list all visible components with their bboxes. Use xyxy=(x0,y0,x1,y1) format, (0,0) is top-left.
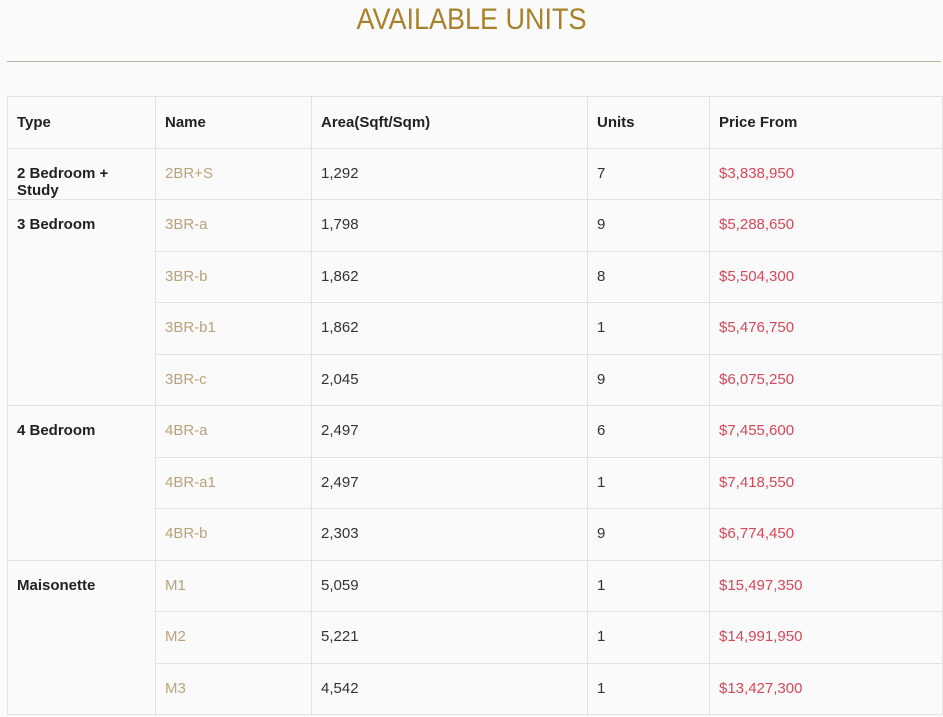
cell-area: 1,862 xyxy=(311,250,588,303)
table-row: 2 Bedroom + Study 2BR+S 1,292 7 $3,838,950 xyxy=(7,147,943,200)
table-row: 4 Bedroom 4BR-a 2,497 6 $7,455,600 xyxy=(7,405,943,561)
cell-name: 4BR-a xyxy=(155,405,312,458)
cell-units: 9 xyxy=(587,199,710,252)
cell-units: 7 xyxy=(587,147,710,200)
cell-price-from: $13,427,300 xyxy=(709,662,943,715)
cell-units: 6 xyxy=(587,405,710,458)
cell-name: M2 xyxy=(155,611,312,664)
cell-name: 3BR-c xyxy=(155,353,312,406)
cell-units: 1 xyxy=(587,559,710,612)
cell-name: 3BR-b xyxy=(155,250,312,303)
table-row: 3 Bedroom 3BR-a 1,798 9 $5,288,650 xyxy=(7,199,943,406)
header-area: Area(Sqft/Sqm) xyxy=(311,96,588,149)
page-title: AVAILABLE UNITS xyxy=(356,3,587,36)
cell-name: M1 xyxy=(155,559,312,612)
cell-name: 4BR-b xyxy=(155,508,312,561)
cell-price-from: $14,991,950 xyxy=(709,611,943,664)
cell-units: 9 xyxy=(587,508,710,561)
cell-name: 3BR-a xyxy=(155,199,312,252)
table-row: 4BR-b 2,303 9 $6,774,450 xyxy=(8,508,943,561)
cell-area: 5,221 xyxy=(311,611,588,664)
cell-area: 5,059 xyxy=(311,559,588,612)
table-row: 3BR-b1 1,862 1 $5,476,750 xyxy=(8,302,943,355)
header-units: Units xyxy=(587,96,710,149)
cell-name: 4BR-a1 xyxy=(155,456,312,509)
cell-units: 1 xyxy=(587,456,710,509)
table-body: 2 Bedroom + Study 2BR+S 1,292 7 $3,838,950 3 … xyxy=(7,147,943,715)
table-row: 4BR-a1 2,497 1 $7,418,550 xyxy=(8,456,943,509)
cell-price-from: $3,838,950 xyxy=(709,147,943,200)
cell-area: 1,862 xyxy=(311,302,588,355)
title-divider xyxy=(7,61,941,62)
table-row: M2 5,221 1 $14,991,950 xyxy=(8,611,943,664)
cell-units: 8 xyxy=(587,250,710,303)
cell-price-from: $5,476,750 xyxy=(709,302,943,355)
cell-area: 2,303 xyxy=(311,508,588,561)
cell-price-from: $7,455,600 xyxy=(709,405,943,458)
cell-name: 3BR-b1 xyxy=(155,302,312,355)
cell-price-from: $5,504,300 xyxy=(709,250,943,303)
header-price-from: Price From xyxy=(709,96,943,149)
cell-type: 4 Bedroom xyxy=(7,405,156,561)
cell-area: 2,497 xyxy=(311,456,588,509)
cell-name: 2BR+S xyxy=(155,147,312,200)
cell-name: M3 xyxy=(155,662,312,715)
cell-units: 1 xyxy=(587,662,710,715)
table-header-row: Type Name Area(Sqft/Sqm) Units Price Fro… xyxy=(7,96,943,149)
cell-type: 2 Bedroom + Study xyxy=(7,147,156,200)
table-row: Maisonette M1 5,059 1 $15,497,350 xyxy=(7,559,943,715)
table-row: 3BR-c 2,045 9 $6,075,250 xyxy=(8,353,943,406)
cell-area: 4,542 xyxy=(311,662,588,715)
header-type: Type xyxy=(7,96,156,149)
cell-units: 9 xyxy=(587,353,710,406)
cell-area: 1,798 xyxy=(311,199,588,252)
cell-area: 2,045 xyxy=(311,353,588,406)
cell-price-from: $6,774,450 xyxy=(709,508,943,561)
header-name: Name xyxy=(155,96,312,149)
cell-units: 1 xyxy=(587,611,710,664)
table-row: M3 4,542 1 $13,427,300 xyxy=(8,662,943,715)
cell-units: 1 xyxy=(587,302,710,355)
cell-area: 2,497 xyxy=(311,405,588,458)
table-row: 3BR-b 1,862 8 $5,504,300 xyxy=(8,250,943,303)
cell-price-from: $15,497,350 xyxy=(709,559,943,612)
available-units-table: Type Name Area(Sqft/Sqm) Units Price Fro… xyxy=(7,96,943,715)
cell-price-from: $5,288,650 xyxy=(709,199,943,252)
cell-price-from: $6,075,250 xyxy=(709,353,943,406)
cell-type: Maisonette xyxy=(7,559,156,715)
cell-area: 1,292 xyxy=(311,147,588,200)
cell-price-from: $7,418,550 xyxy=(709,456,943,509)
cell-type: 3 Bedroom xyxy=(7,199,156,406)
